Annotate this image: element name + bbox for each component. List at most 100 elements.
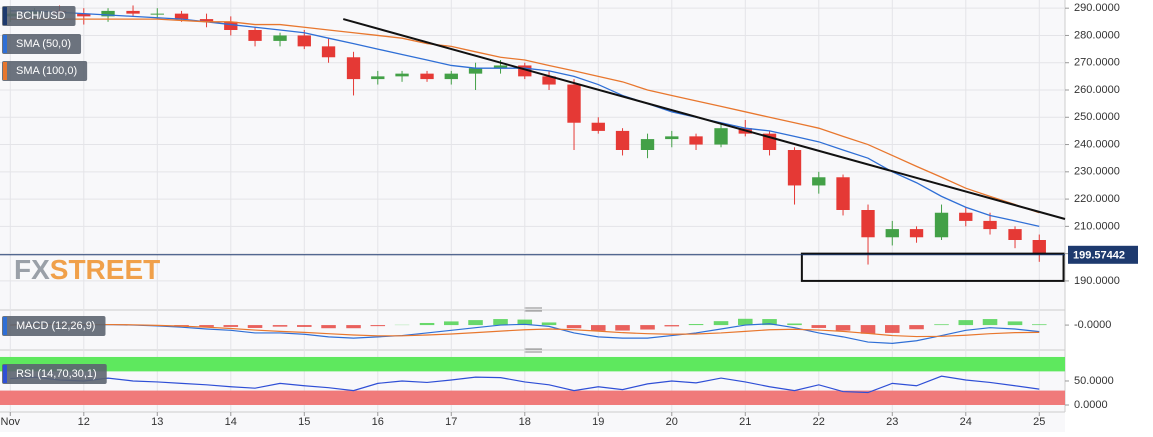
candle-body	[812, 177, 825, 185]
macd-histogram-bar	[787, 324, 802, 326]
candle-body	[983, 221, 996, 229]
macd-histogram-bar	[420, 323, 435, 325]
candle-body	[861, 210, 874, 237]
y-tick-label: 270.0000	[1074, 57, 1120, 69]
legend-label: SMA (50,0)	[16, 38, 71, 50]
macd-histogram-bar	[493, 319, 508, 325]
macd-histogram-bar	[346, 325, 361, 328]
candle-body	[689, 136, 702, 144]
legend-swatch	[3, 35, 7, 53]
macd-histogram-bar	[861, 325, 876, 334]
x-tick-label: 24	[960, 416, 972, 428]
candle-body	[151, 14, 164, 15]
x-tick-label: 15	[298, 416, 310, 428]
candle-body	[592, 123, 605, 131]
macd-histogram-bar	[934, 324, 949, 325]
legend-label: RSI (14,70,30,1)	[16, 368, 97, 380]
legend-label: BCH/USD	[16, 10, 66, 22]
candle-body	[714, 128, 727, 144]
candle-body	[1008, 229, 1021, 240]
macd-histogram-bar	[885, 325, 900, 333]
x-tick-label: 21	[739, 416, 751, 428]
macd-histogram-bar	[542, 322, 557, 325]
candle-body	[347, 57, 360, 79]
y-tick-label: 240.0000	[1074, 138, 1120, 150]
x-tick-label: 23	[886, 416, 898, 428]
legend-swatch	[3, 317, 7, 335]
candle-body	[641, 139, 654, 150]
watermark-part: STREET	[50, 254, 160, 285]
candle-body	[371, 76, 384, 79]
candle-body	[469, 68, 482, 73]
macd-histogram-bar	[1008, 321, 1023, 325]
legend-label: MACD (12,26,9)	[16, 320, 95, 332]
y-tick-label: 290.0000	[1074, 2, 1120, 14]
x-tick-label: 14	[225, 416, 237, 428]
y-tick-label: 210.0000	[1074, 220, 1120, 232]
macd-histogram-bar	[1032, 324, 1047, 325]
x-tick-label: 13	[151, 416, 163, 428]
y-tick-label: 230.0000	[1074, 166, 1120, 178]
candle-body	[395, 74, 408, 77]
macd-histogram-bar	[836, 325, 851, 330]
candle-body	[910, 229, 923, 237]
x-tick-label: 18	[519, 416, 531, 428]
candle-body	[126, 11, 139, 14]
watermark: FXSTREET	[14, 254, 160, 285]
overbought-band	[0, 357, 1065, 371]
candle-body	[248, 30, 261, 41]
candle-body	[1033, 240, 1046, 255]
macd-histogram-bar	[591, 325, 606, 331]
macd-histogram-bar	[640, 325, 655, 329]
candle-body	[445, 74, 458, 79]
macd-histogram-bar	[468, 320, 483, 325]
candle-body	[959, 213, 972, 221]
y-tick-label: 260.0000	[1074, 84, 1120, 96]
macd-histogram-bar	[321, 325, 336, 328]
candle-body	[665, 136, 678, 139]
x-tick-label: 17	[445, 416, 457, 428]
macd-histogram-bar	[983, 319, 998, 325]
legend-label: SMA (100,0)	[16, 65, 77, 77]
oversold-band	[0, 391, 1065, 405]
y-tick-label: 190.0000	[1074, 275, 1120, 287]
y-tick-label: 250.0000	[1074, 111, 1120, 123]
candle-body	[420, 74, 433, 79]
x-tick-label: 16	[372, 416, 384, 428]
macd-histogram-bar	[738, 319, 753, 325]
candle-body	[273, 35, 286, 40]
last-price-label: 199.57442	[1073, 250, 1125, 262]
x-tick-label: 20	[666, 416, 678, 428]
candle-body	[567, 85, 580, 123]
macd-histogram-bar	[665, 325, 680, 326]
macd-histogram-bar	[812, 325, 827, 328]
candle-body	[788, 150, 801, 185]
y-tick-label: 50.0000	[1074, 375, 1114, 387]
macd-histogram-bar	[959, 320, 974, 325]
candle-body	[224, 22, 237, 30]
macd-histogram-bar	[689, 324, 704, 325]
candle-body	[836, 177, 849, 210]
watermark-part: FX	[14, 254, 50, 285]
y-tick-label: 220.0000	[1074, 193, 1120, 205]
macd-histogram-bar	[371, 325, 386, 326]
x-tick-label: 22	[813, 416, 825, 428]
macd-histogram-bar	[615, 325, 630, 330]
candle-body	[886, 229, 899, 237]
candle-body	[616, 131, 629, 150]
x-tick-label: Nov	[1, 416, 21, 428]
candle-body	[935, 213, 948, 238]
legend-swatch	[3, 7, 7, 25]
macd-histogram-bar	[297, 325, 312, 327]
x-tick-label: 19	[592, 416, 604, 428]
candle-body	[322, 46, 335, 57]
x-tick-label: 12	[78, 416, 90, 428]
legend-swatch	[3, 365, 7, 383]
macd-histogram-bar	[714, 321, 729, 325]
y-tick-label: 0.0000	[1074, 399, 1108, 411]
macd-histogram-bar	[248, 325, 263, 328]
macd-histogram-bar	[567, 325, 582, 328]
x-tick-label: 25	[1033, 416, 1045, 428]
macd-histogram-bar	[224, 325, 239, 327]
